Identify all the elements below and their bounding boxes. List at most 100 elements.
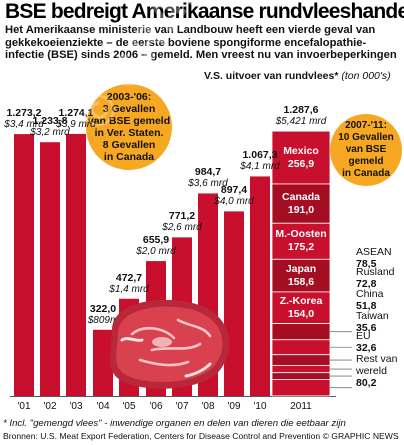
chart-subtitle: Het Amerikaanse ministerie van Landbouw … [5,24,397,62]
value-label-'02: 1.233,8 $3,2 mrd [20,115,80,139]
chart-title: BSE bedreigt Amerikaanse rundvleeshandel [5,0,404,23]
value-text: 771,2 [168,210,196,223]
value-text: 1.287,6 [283,104,319,117]
value-text: 897,4 [220,184,248,197]
segment-japan [271,258,331,293]
x-tick-label: '04 [96,401,110,412]
callout-right-line: van BSE [345,144,387,155]
source: Bronnen: U.S. Meat Export Federation, Ce… [3,431,399,441]
dollar-text: $4,1 mrd [240,161,280,173]
segment-label: Z.-Korea 154,0 [272,295,330,321]
value-text: 322,0 [89,302,117,315]
value-text: 1.273,2 [6,107,42,120]
value-label-'05: 472,7 $1,4 mrd [99,271,159,295]
value-text: 1.274,1 [58,106,94,119]
segment-rest-van-wereld [271,379,331,397]
segment-value: 175,2 [287,241,315,254]
bar-'02 [40,142,60,396]
segment-label: Japan 158,6 [272,263,330,289]
value-label-'01: 1.273,2 $3,4 mrd [0,107,54,131]
row-label: Rest van wereld 80,2 [356,353,404,389]
value-text: 984,7 [194,166,222,179]
segment-label: Mexico 256,9 [272,145,330,171]
row-value: 51,8 [356,300,377,312]
legend-unit: (ton 000's) [341,70,391,82]
segment-rusland [271,339,331,356]
value-text: 655,9 [142,234,170,247]
segment-asean [271,323,331,341]
segment-value: 191,0 [287,203,315,216]
row-label: EU 32,6 [356,330,404,354]
dollar-text: $3,6 mrd [188,178,228,190]
dollar-text: $1,4 mrd [109,283,149,295]
segment-name: M.-Oosten [275,228,327,241]
bar-'10 [250,176,270,396]
x-tick-label: '01 [17,401,31,412]
row-label: Taiwan 35,6 [356,310,404,334]
dollar-text: $2,6 mrd [162,222,202,234]
segment-name: Mexico [283,144,319,157]
footnote: * Incl. "gemengd vlees" - inwendige orga… [3,418,346,429]
segment-label: M.-Oosten 175,2 [272,228,330,254]
callout-left-line: 8 Gevallen [102,139,156,151]
segment-value: 154,0 [287,307,315,320]
x-tick-label: '02 [43,401,57,412]
x-tick-label: '03 [69,401,83,412]
row-name: Rest van wereld [356,353,398,377]
segment-taiwan [271,364,331,374]
x-tick-label: '08 [201,401,215,412]
value-label-'08: 984,7 $3,6 mrd [178,166,238,190]
bar-'04 [93,329,113,396]
row-value: 78,5 [356,258,377,270]
row-value: 32,6 [356,342,377,354]
callout-left-line: 2003-'06: [106,91,152,103]
callout-right-line: gemeld [348,156,384,167]
row-value: 72,8 [356,278,377,290]
value-text: 472,7 [115,271,143,284]
row-label: ASEAN 78,5 [356,246,404,270]
row-label: China 51,8 [356,288,404,312]
x-tick-label: '10 [253,401,267,412]
value-label-'10: 1.067,3 $4,1 mrd [230,149,290,173]
dollar-text: $3,4 mrd [4,119,44,131]
bar-'09 [224,211,244,396]
value-text: 1.067,3 [242,149,278,162]
segment-value: 256,9 [287,157,315,170]
segment-z-korea [271,291,331,325]
row-label: Rusland 72,8 [356,266,404,290]
dollar-text: $4,0 mrd [214,196,254,208]
value-label-'09: 897,4 $4,0 mrd [204,184,264,208]
row-name: China [356,288,384,300]
x-tick-label: 2011 [290,401,312,412]
row-value: 35,6 [356,322,377,334]
dollar-text: $3,9 mrd [56,118,96,130]
legend-series-label: V.S. uitvoer van rundvlees* [204,70,339,82]
segment-china [271,354,331,366]
segment-name: Z.-Korea [279,294,323,307]
callout-left-line: van BSE gemeld [87,115,171,127]
callout-right-line: 10 Gevallen [338,132,394,143]
segment-value: 158,6 [287,275,315,288]
callout-2007-2011: 2007-'11: 10 Gevallen van BSE gemeld in Cana… [330,114,402,186]
x-tick-label: '05 [122,401,136,412]
callout-left-line: in Canada [103,151,155,163]
dollar-text: $2,0 mrd [136,246,176,258]
value-label-'07: 771,2 $2,6 mrd [152,210,212,234]
row-name: ASEAN [356,246,392,258]
bar-'03 [66,133,86,397]
segment-name: Japan [285,262,317,275]
dollar-text: $809m [87,314,119,326]
x-tick-label: '09 [227,401,241,412]
dollar-text: $3,2 mrd [30,127,70,139]
dollar-text: $5,421 mrd [275,116,327,128]
segment-eu [271,372,331,380]
value-text: 1.233,8 [32,115,68,128]
callout-left-line: in Ver. Staten. [94,127,164,139]
row-name: EU [356,330,371,342]
x-tick-label: '07 [175,401,189,412]
callout-right-line: 2007-'11: [345,120,387,131]
value-label-'06: 655,9 $2,0 mrd [126,234,186,258]
row-name: Rusland [356,266,395,278]
value-label-'03: 1.274,1 $3,9 mrd [46,106,106,130]
legend: V.S. uitvoer van rundvlees* (ton 000's) [204,70,391,82]
